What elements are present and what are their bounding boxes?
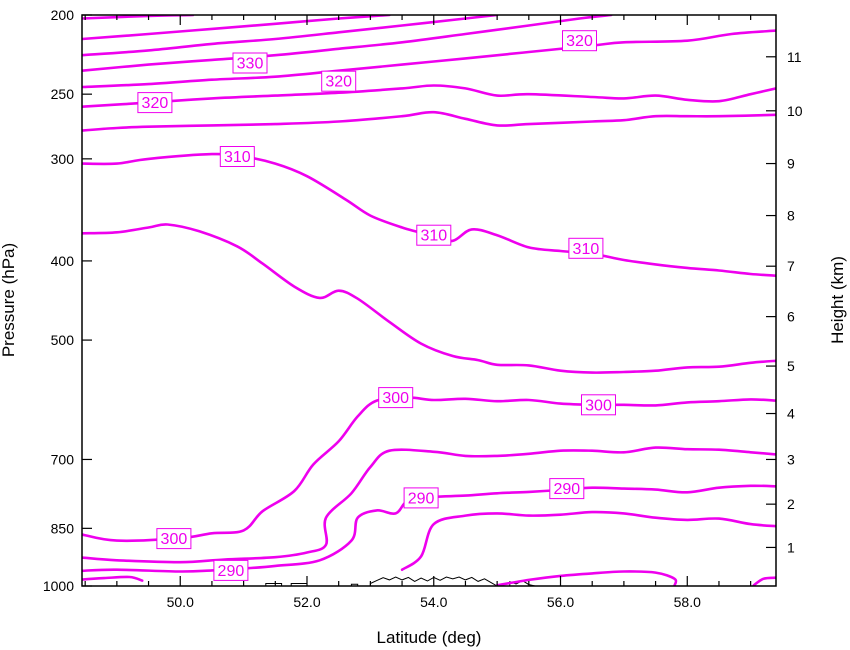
contour-line-10 — [82, 446, 776, 564]
contour-line-2 — [82, 15, 499, 57]
contour-label-9: 290 — [403, 487, 439, 509]
left-tick-label: 500 — [51, 332, 75, 348]
contour-label-box — [549, 478, 585, 500]
contour-labels: 330 320 320 320 310 310 310 300 300 290 290 300 290 — [137, 30, 616, 581]
right-tick-label: 9 — [787, 156, 795, 172]
contour-label-box — [568, 237, 604, 259]
contour-label-text: 320 — [142, 95, 169, 112]
contour-label-7: 300 — [378, 387, 414, 409]
contour-label-1: 320 — [321, 70, 357, 92]
right-tick-label: 11 — [787, 49, 802, 65]
contour-label-0: 330 — [232, 52, 268, 74]
contour-label-12: 290 — [213, 559, 249, 581]
contour-line-3 — [82, 15, 613, 72]
contour-label-box — [416, 224, 452, 246]
contour-label-box — [378, 387, 414, 409]
contour-line-15 — [752, 576, 776, 586]
plot-frame — [81, 14, 777, 587]
left-tick-label: 300 — [51, 151, 75, 167]
contour-label-box — [137, 92, 173, 114]
contour-label-3: 320 — [137, 92, 173, 114]
contour-line-12 — [400, 510, 776, 571]
contour-label-6: 310 — [568, 237, 604, 259]
contour-label-box — [213, 559, 249, 581]
contour-label-text: 310 — [573, 241, 600, 258]
contour-label-box — [321, 70, 357, 92]
left-tick-label: 700 — [51, 451, 75, 467]
contour-label-text: 320 — [566, 33, 593, 50]
contour-label-text: 290 — [553, 481, 580, 498]
contour-line-4 — [82, 29, 776, 89]
left-tick-label: 200 — [51, 7, 75, 23]
contour-line-1 — [82, 15, 391, 41]
contour-line-14 — [495, 570, 678, 586]
right-tick-label: 5 — [787, 358, 795, 374]
left-tick-label: 400 — [51, 253, 75, 269]
right-tick-label: 3 — [787, 451, 795, 467]
x-tick-label: 52.0 — [293, 594, 320, 610]
contour-label-text: 300 — [585, 397, 612, 414]
contour-line-5 — [82, 84, 776, 108]
contour-label-text: 330 — [237, 56, 264, 73]
contour-label-text: 310 — [420, 228, 447, 245]
x-tick-label: 58.0 — [674, 594, 701, 610]
right-tick-label: 6 — [787, 309, 795, 325]
contour-label-text: 290 — [218, 563, 245, 580]
contour-label-text: 320 — [325, 74, 352, 91]
contour-label-10: 290 — [549, 478, 585, 500]
contour-label-box — [219, 146, 255, 167]
axes: 50.0 52.0 54.0 56.0 58.020025030040050070085… — [43, 7, 803, 610]
contour-label-box — [156, 528, 192, 550]
right-tick-label: 10 — [787, 103, 803, 119]
contour-line-13 — [82, 575, 144, 582]
left-axis-title: Pressure (hPa) — [0, 243, 18, 357]
contour-line-8 — [82, 223, 776, 374]
contour-label-text: 290 — [408, 490, 435, 507]
left-tick-label: 1000 — [43, 578, 74, 594]
x-tick-label: 50.0 — [167, 594, 194, 610]
contour-label-4: 310 — [219, 146, 255, 167]
right-axis-title: Height (km) — [828, 256, 847, 344]
x-axis-title: Latitude (deg) — [377, 628, 482, 647]
right-tick-label: 1 — [787, 539, 795, 555]
contour-line-6 — [82, 110, 776, 132]
right-tick-label: 7 — [787, 258, 795, 274]
contour-label-text: 310 — [224, 149, 251, 166]
contour-label-text: 300 — [161, 531, 188, 548]
contour-label-box — [403, 487, 439, 509]
contour-label-box — [581, 394, 616, 416]
left-tick-label: 850 — [51, 520, 75, 536]
contour-label-box — [562, 30, 597, 52]
right-tick-label: 8 — [787, 208, 795, 224]
contour-label-5: 310 — [416, 224, 452, 246]
contour-label-11: 300 — [156, 528, 192, 550]
contour-label-text: 300 — [382, 390, 409, 407]
x-tick-label: 54.0 — [420, 594, 447, 610]
contour-label-2: 320 — [562, 30, 597, 52]
contour-line-9 — [82, 396, 776, 543]
contour-label-box — [232, 52, 268, 74]
right-tick-label: 4 — [787, 406, 795, 422]
contour-label-8: 300 — [581, 394, 616, 416]
x-tick-label: 56.0 — [547, 594, 574, 610]
left-tick-label: 250 — [51, 86, 75, 102]
right-tick-label: 2 — [787, 496, 795, 512]
